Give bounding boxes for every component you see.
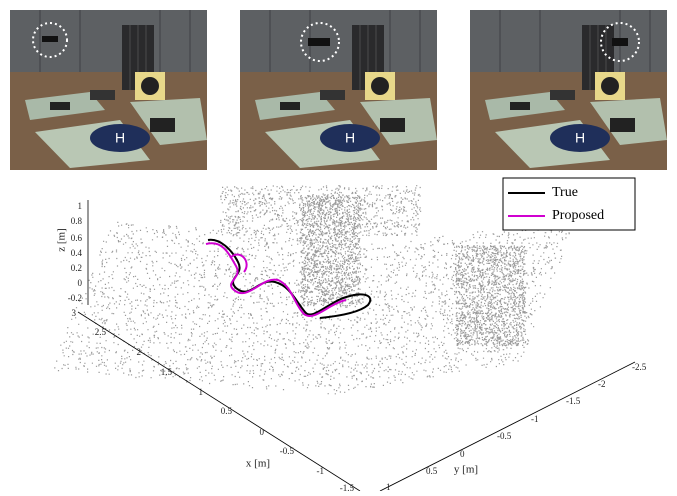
x-tick-label: 2.5 [95,327,107,337]
legend: True Proposed [503,178,635,230]
x-tick-label: 0.5 [221,406,233,416]
x-tick-label: 1 [199,387,204,397]
x-tick-label: -1 [317,466,325,476]
z-tick-label: 0.6 [71,233,83,243]
figure: H z [m] x [m] y [m] 10.80.60.40.20-0.232… [0,0,677,491]
photo [240,10,437,170]
z-tick-label: 1 [78,201,83,211]
y-axis-label: y [m] [454,464,478,476]
y-tick-label: 1 [386,482,391,491]
x-tick-label: 2 [137,347,142,357]
x-tick-label: -1.5 [340,483,355,491]
y-tick-label: -2 [598,379,606,389]
legend-entry: True [552,185,578,200]
y-tick-label: 0.5 [426,466,438,476]
trajectory-proposed [206,243,346,316]
x-tick-label: 3 [72,308,77,318]
y-axis [380,362,635,491]
z-tick-label: 0.2 [71,263,82,273]
x-axis-label: x [m] [246,458,270,470]
legend-entry: Proposed [552,208,604,223]
z-tick-label: 0.8 [71,216,83,226]
x-tick-label: 0 [260,427,265,437]
z-tick-label: 0 [78,278,83,288]
y-tick-label: -2.5 [632,362,647,372]
point-cloud [54,185,578,394]
photo [10,10,207,170]
photo [470,10,667,170]
z-tick-label: -0.2 [68,293,82,303]
z-tick-label: 0.4 [71,248,83,258]
y-tick-label: -1.5 [566,396,581,406]
y-tick-label: -0.5 [497,431,512,441]
z-axis-label: z [m] [56,228,68,252]
y-tick-label: 0 [460,449,465,459]
x-tick-label: 1.5 [161,367,173,377]
y-tick-label: -1 [531,414,539,424]
x-tick-label: -0.5 [280,446,295,456]
